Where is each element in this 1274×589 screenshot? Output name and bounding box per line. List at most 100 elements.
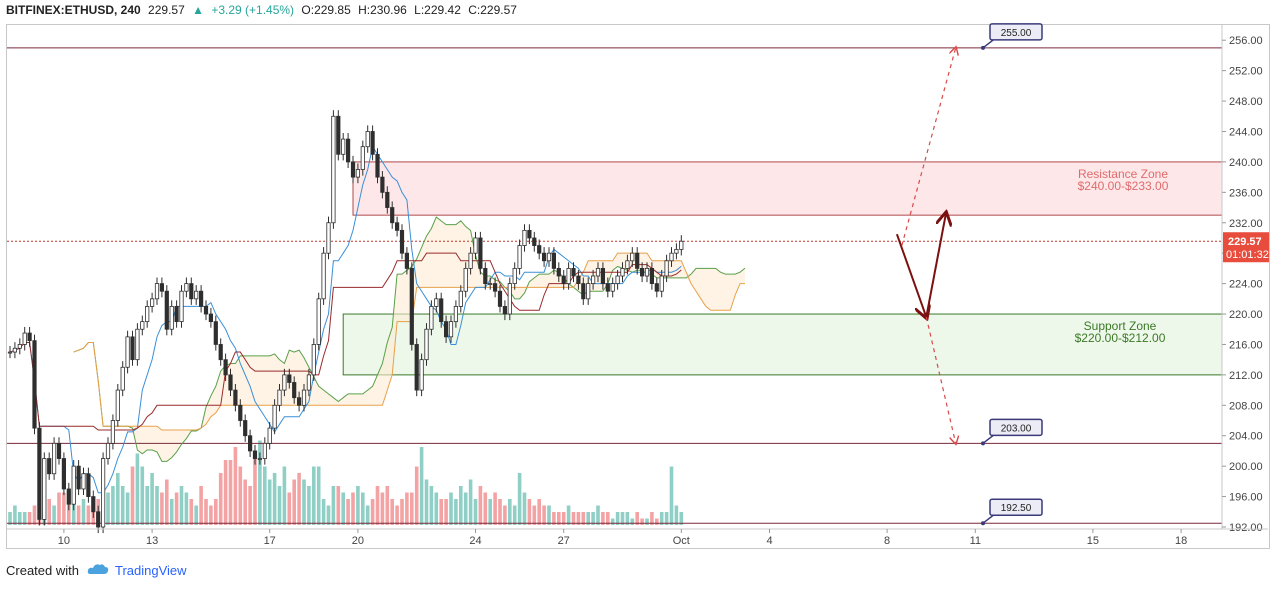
- resistance-zone-range: $240.00-$233.00: [1078, 179, 1169, 193]
- volume-bar: [13, 505, 17, 525]
- y-tick-label: 252.00: [1229, 66, 1263, 78]
- candle-bull: [22, 332, 27, 345]
- volume-bar: [429, 486, 434, 525]
- candle-bear: [497, 290, 503, 307]
- candle-bull: [434, 298, 439, 307]
- y-tick-label: 216.00: [1229, 339, 1263, 351]
- volume-bar: [370, 499, 375, 525]
- volume-bar: [233, 447, 238, 525]
- candle-bear: [409, 267, 414, 345]
- volume-bar: [165, 479, 169, 525]
- candle-bear: [243, 420, 248, 437]
- volume-bar: [547, 505, 551, 525]
- volume-bar: [542, 505, 546, 525]
- candle-bull: [507, 283, 512, 315]
- y-tick-label: 256.00: [1229, 35, 1263, 47]
- ichimoku-cloud-layer: [73, 217, 745, 462]
- candle-bull: [610, 283, 615, 292]
- candle-bear: [654, 283, 659, 292]
- volume-bar: [375, 486, 380, 525]
- callout-box: [989, 418, 1043, 437]
- volume-bar: [111, 486, 115, 525]
- volume-bar: [601, 512, 605, 525]
- volume-bar: [390, 499, 394, 525]
- volume-bar: [385, 486, 390, 525]
- candle-bull: [179, 290, 184, 323]
- x-tick-label: 8: [884, 535, 890, 547]
- candle-bear: [370, 131, 375, 155]
- candle-bull: [512, 267, 517, 285]
- volume-bar: [655, 518, 659, 525]
- volume-bar: [32, 505, 37, 525]
- volume-bar: [591, 512, 595, 525]
- x-tick-label: 13: [146, 535, 158, 547]
- candle-bull: [659, 275, 664, 292]
- candle-bull: [277, 389, 282, 406]
- volume-bar: [586, 512, 590, 525]
- volume-bar: [576, 512, 581, 525]
- candle-bull: [125, 336, 130, 368]
- volume-bar: [67, 499, 71, 525]
- chart-frame[interactable]: [6, 24, 1270, 549]
- candle-bear: [47, 458, 52, 475]
- volume-bar: [498, 499, 502, 525]
- candle-bull: [468, 252, 473, 269]
- volume-bar: [463, 492, 468, 525]
- y-tick-label: 196.00: [1229, 492, 1263, 504]
- volume-bar: [346, 499, 350, 525]
- tradingview-link[interactable]: TradingView: [114, 563, 187, 578]
- candle-bear: [399, 229, 405, 254]
- volume-bar: [91, 512, 96, 525]
- volume-bar: [473, 499, 478, 525]
- x-tick-label: 15: [1087, 535, 1099, 547]
- candle-bull: [120, 366, 125, 391]
- candle-bull: [586, 283, 591, 300]
- candle-bull: [341, 138, 346, 155]
- volume-bar: [419, 447, 424, 525]
- candle-bear: [61, 458, 67, 490]
- candle-bear: [556, 267, 561, 277]
- volume-bar: [292, 479, 296, 525]
- volume-bar: [365, 505, 370, 525]
- volume-bar: [517, 473, 522, 525]
- candle-bull: [669, 252, 674, 262]
- callout-dot: [981, 521, 985, 526]
- candle-bear: [375, 153, 380, 178]
- candle-bear: [252, 450, 258, 459]
- support-zone-label: Support Zone: [1084, 319, 1157, 333]
- volume-bar: [199, 486, 203, 525]
- callout-label: 192.50: [1001, 503, 1032, 514]
- candle-bull: [429, 306, 434, 330]
- volume-bar: [272, 473, 277, 525]
- candle-bear: [385, 191, 390, 208]
- y-axis: 256.00 252.00 248.00 244.00 240.00 236.00 232.…: [1221, 25, 1263, 534]
- volume-bar: [659, 512, 664, 525]
- volume-bar: [155, 486, 159, 525]
- candle-bear: [640, 267, 645, 277]
- candle-bear: [380, 176, 385, 193]
- candle-bear: [37, 427, 42, 520]
- candle-bear: [130, 336, 135, 361]
- volume-bar: [503, 505, 507, 525]
- candle-bear: [635, 252, 640, 269]
- y-tick-label: 220.00: [1229, 309, 1263, 321]
- candle-bear: [223, 359, 228, 376]
- callout-label: 203.00: [1001, 423, 1032, 434]
- candle-bear: [238, 404, 243, 421]
- volume-bar: [640, 518, 644, 525]
- volume-bar: [606, 512, 610, 525]
- volume-bar: [664, 512, 669, 525]
- candle-bear: [404, 252, 410, 269]
- volume-bar: [81, 499, 86, 525]
- annotations-layer: Resistance Zone$240.00-$233.00 Support Zo…: [981, 23, 1269, 526]
- candle-bear: [233, 389, 238, 406]
- close-value: C:229.57: [468, 3, 517, 17]
- volume-bar: [449, 492, 453, 525]
- volume-bar: [630, 518, 635, 525]
- volume-bar: [488, 499, 492, 525]
- candle-bear: [492, 283, 498, 292]
- candle-bull: [424, 328, 429, 361]
- candle-bear: [600, 267, 606, 285]
- candle-bear: [247, 435, 253, 452]
